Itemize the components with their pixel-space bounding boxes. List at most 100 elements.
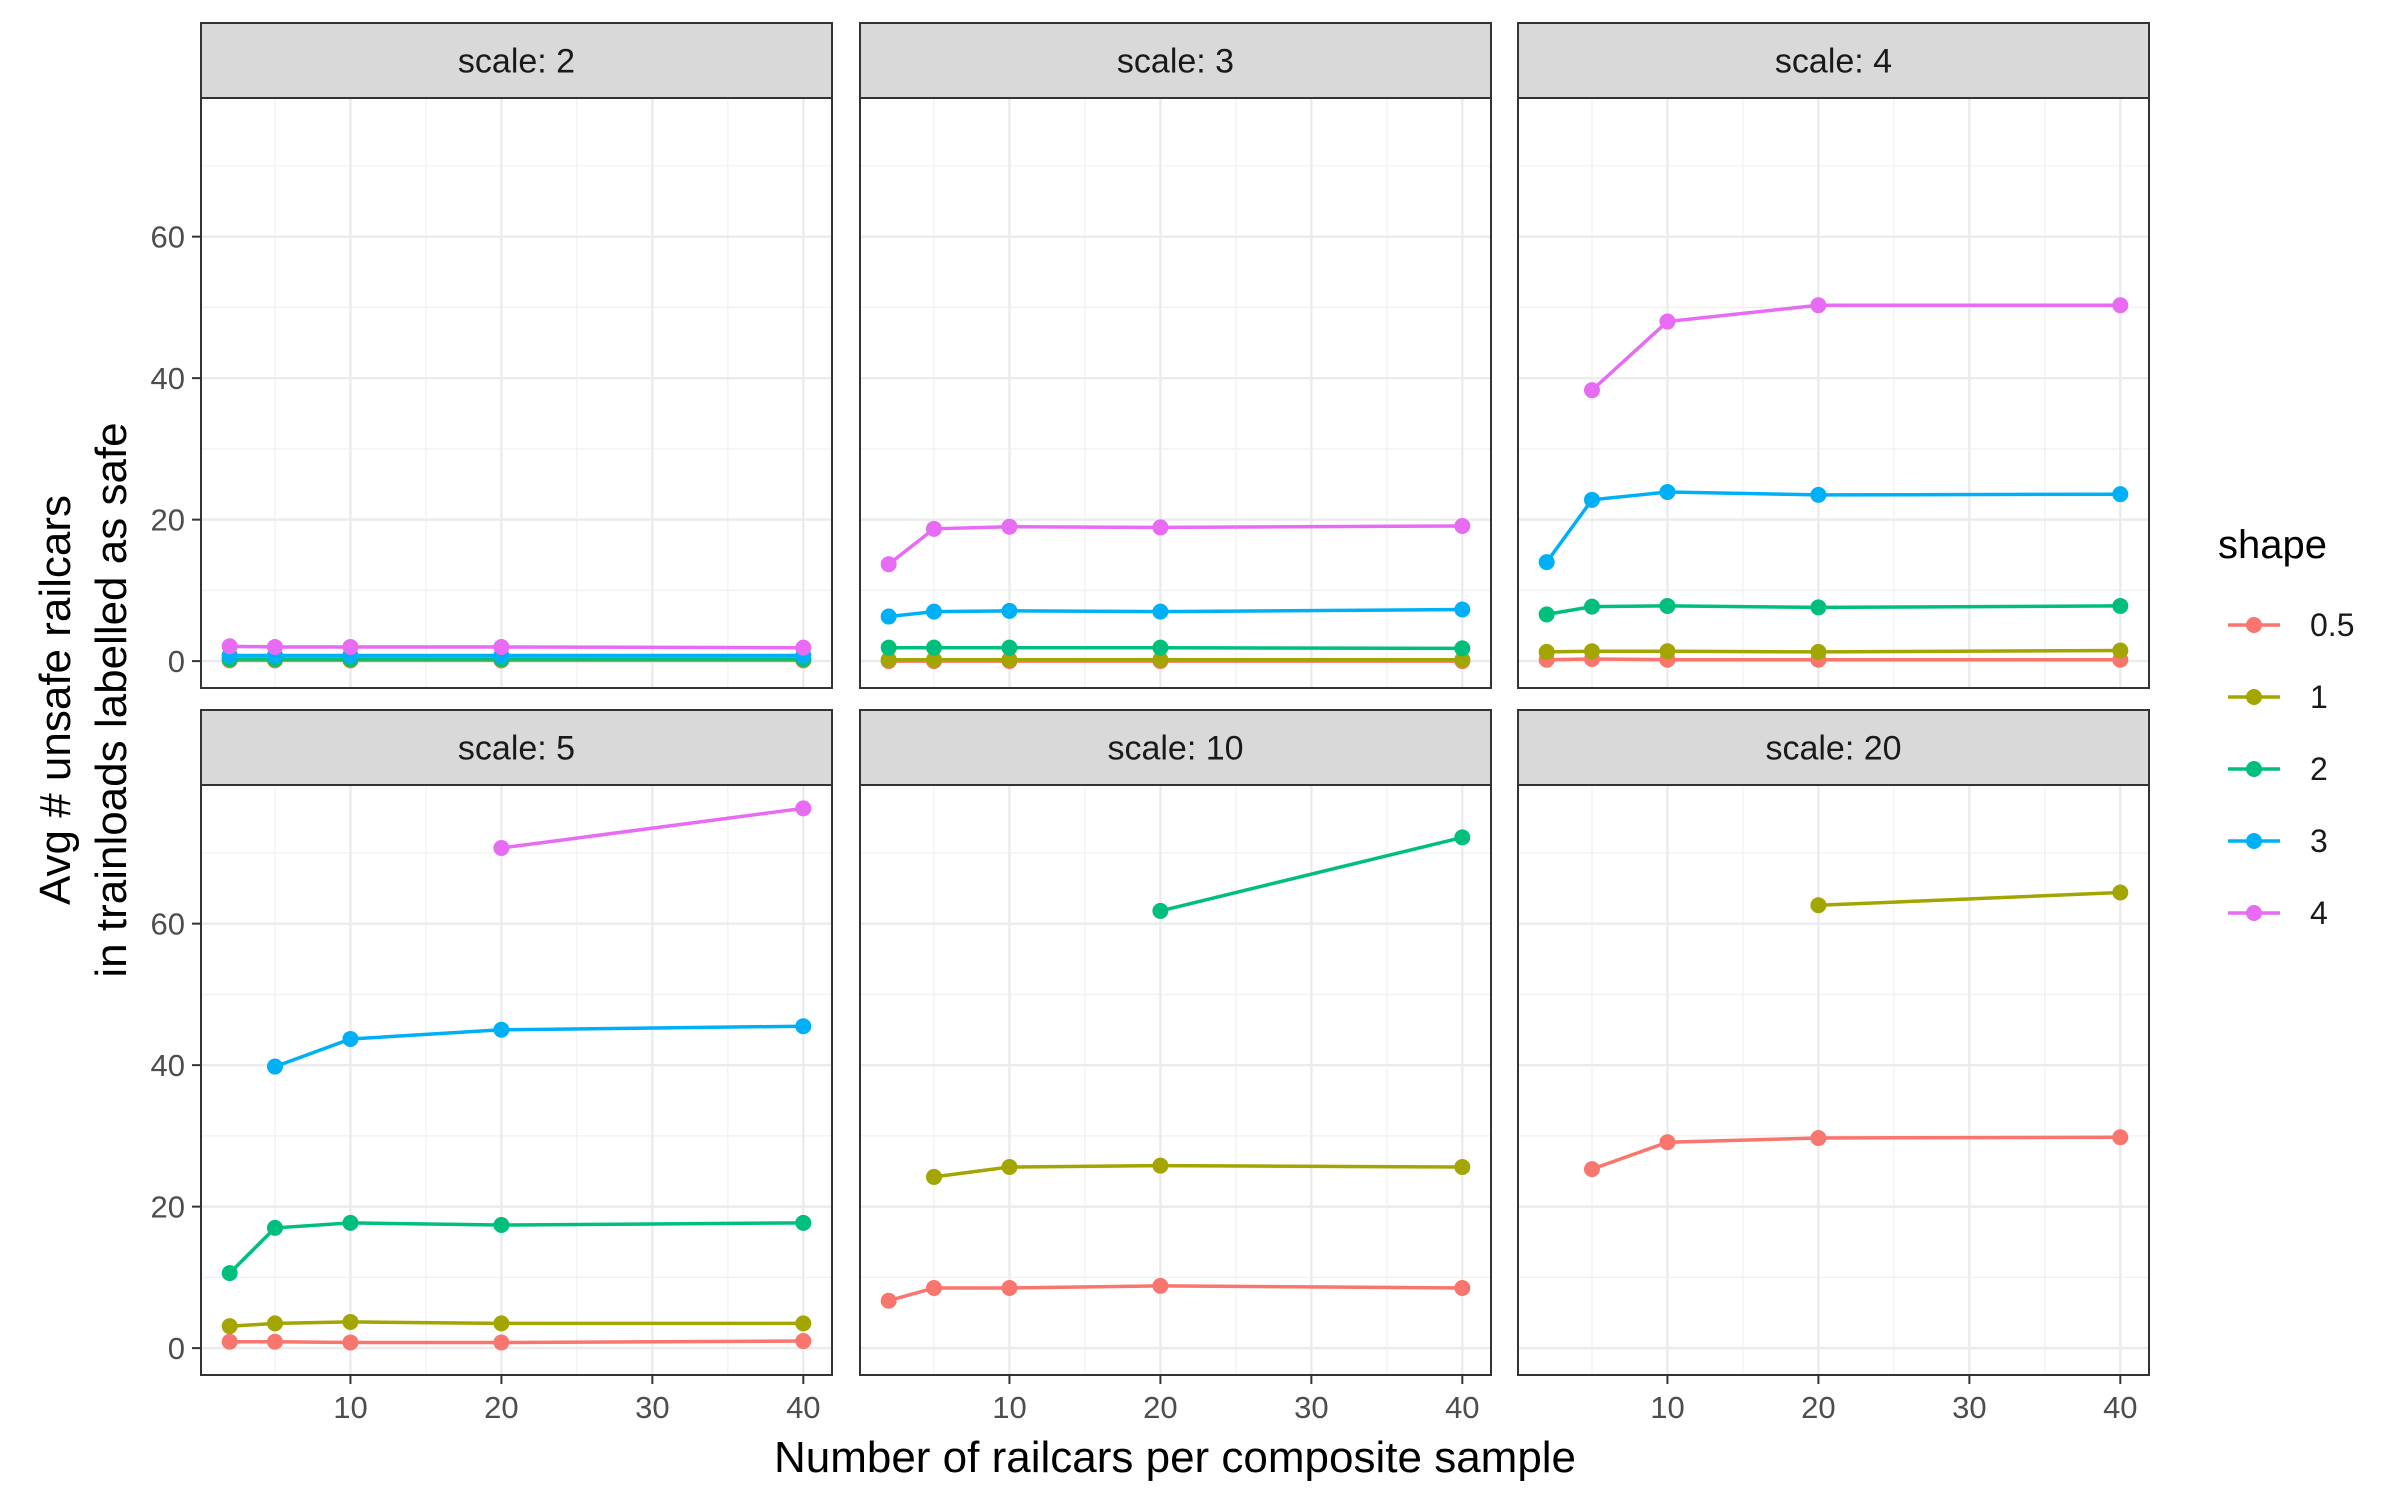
data-point-shape-3 <box>1454 601 1471 618</box>
data-point-shape-2 <box>1583 598 1600 615</box>
data-point-shape-2 <box>1659 597 1676 614</box>
plot-background <box>860 98 1491 688</box>
data-point-shape-2 <box>1001 639 1018 656</box>
panel-border <box>1517 784 2150 1376</box>
series-line-shape-1 <box>1546 648 2121 654</box>
data-point-shape-3 <box>2112 486 2129 503</box>
panel-border <box>200 784 833 1376</box>
data-point-shape-3 <box>925 603 942 620</box>
data-point-shape-2 <box>795 1214 812 1231</box>
data-point-shape-2 <box>880 639 897 656</box>
data-point-shape-4 <box>1454 517 1471 534</box>
data-point-shape-2 <box>1810 599 1827 616</box>
data-point-shape-4 <box>880 556 897 573</box>
facet-panel-scale-5: scale: 5 0 20 40 60 10 20 30 40 <box>151 709 833 1425</box>
data-point-shape-1 <box>1810 643 1827 660</box>
facet-strip <box>859 22 1492 99</box>
data-point-shape-2 <box>1454 829 1471 846</box>
legend-key-point <box>2246 833 2262 849</box>
data-point-shape-3 <box>1001 602 1018 619</box>
facet-panel-scale-10: scale: 10 10 20 30 40 <box>859 709 1492 1425</box>
legend-entry-shape-0.5: 0.5 <box>2228 607 2354 643</box>
y-axis-title: Avg # unsafe railcars in trainloads label… <box>31 422 136 977</box>
facet-strip <box>200 709 833 786</box>
series-line-shape-4 <box>501 806 804 850</box>
legend: shape 0.5 1 2 3 4 <box>2218 523 2354 931</box>
data-point-shape-1 <box>2112 642 2129 659</box>
data-point-shape-0.5 <box>1454 1279 1471 1296</box>
series-line-shape-0.5 <box>1546 657 2121 662</box>
legend-key-point <box>2246 617 2262 633</box>
x-tick-label: 10 <box>992 1390 1026 1425</box>
data-point-shape-4 <box>925 520 942 537</box>
data-point-shape-0.5 <box>266 1333 283 1350</box>
legend-title: shape <box>2218 523 2327 567</box>
data-point-shape-1 <box>1454 651 1471 668</box>
x-tick-label: 10 <box>1650 1390 1684 1425</box>
data-point-shape-2 <box>493 1217 510 1234</box>
data-point-shape-0.5 <box>1152 1277 1169 1294</box>
x-tick-label: 20 <box>1801 1390 1835 1425</box>
data-point-shape-1 <box>221 1318 238 1335</box>
panel-border <box>859 784 1492 1376</box>
facet-strip <box>200 22 833 99</box>
legend-label: 4 <box>2310 895 2328 931</box>
data-point-shape-2 <box>221 1265 238 1282</box>
legend-key-point <box>2246 761 2262 777</box>
panel-border <box>859 97 1492 689</box>
data-point-shape-3 <box>880 608 897 625</box>
legend-entry-shape-3: 3 <box>2228 823 2328 859</box>
data-point-shape-1 <box>1001 651 1018 668</box>
data-point-shape-3 <box>1583 491 1600 508</box>
data-point-shape-4 <box>1001 518 1018 535</box>
facet-panel-scale-4: scale: 4 <box>1517 22 2150 689</box>
legend-label: 2 <box>2310 751 2328 787</box>
facet-strip <box>859 709 1492 786</box>
legend-label: 1 <box>2310 679 2328 715</box>
data-point-shape-1 <box>1152 1157 1169 1174</box>
series-line-shape-1 <box>933 1163 1463 1179</box>
data-point-shape-4 <box>1810 297 1827 314</box>
series-line-shape-0.5 <box>229 1339 804 1345</box>
y-tick-label: 0 <box>168 1331 185 1366</box>
x-axis-title: Number of railcars per composite sample <box>774 1433 1576 1482</box>
facet-strip-label: scale: 3 <box>1117 43 1234 81</box>
facet-strip-label: scale: 2 <box>458 43 575 81</box>
data-point-shape-4 <box>493 839 510 856</box>
data-point-shape-1 <box>2112 884 2129 901</box>
data-point-shape-4 <box>1152 519 1169 536</box>
data-point-shape-1 <box>266 1315 283 1332</box>
y-tick-label: 60 <box>151 220 185 255</box>
y-tick-label: 40 <box>151 361 185 396</box>
legend-entry-shape-2: 2 <box>2228 751 2328 787</box>
data-point-shape-2 <box>1538 606 1555 623</box>
y-tick-label: 60 <box>151 907 185 942</box>
x-tick-label: 20 <box>484 1390 518 1425</box>
data-point-shape-4 <box>221 638 238 655</box>
data-point-shape-3 <box>1659 484 1676 501</box>
plot-background <box>1518 785 2149 1375</box>
data-point-shape-4 <box>493 638 510 655</box>
series-line-shape-2 <box>1159 835 1463 913</box>
data-point-shape-4 <box>795 639 812 656</box>
data-point-shape-1 <box>1659 643 1676 660</box>
data-point-shape-3 <box>1810 486 1827 503</box>
data-point-shape-2 <box>1152 902 1169 919</box>
y-tick-label: 20 <box>151 503 185 538</box>
data-point-shape-0.5 <box>1659 1134 1676 1151</box>
y-tick-label: 0 <box>168 644 185 679</box>
data-point-shape-0.5 <box>493 1334 510 1351</box>
facet-strip-label: scale: 4 <box>1775 43 1892 81</box>
x-tick-label: 40 <box>1445 1390 1479 1425</box>
y-axis-title-line: in trainloads labelled as safe <box>87 422 136 977</box>
data-point-shape-3 <box>1538 554 1555 571</box>
x-tick-label: 40 <box>786 1390 820 1425</box>
data-point-shape-0.5 <box>795 1333 812 1350</box>
data-point-shape-3 <box>493 1021 510 1038</box>
plot-background <box>201 98 832 688</box>
facet-strip-label: scale: 5 <box>458 730 575 768</box>
panel-border <box>200 97 833 689</box>
plot-background <box>860 785 1491 1375</box>
